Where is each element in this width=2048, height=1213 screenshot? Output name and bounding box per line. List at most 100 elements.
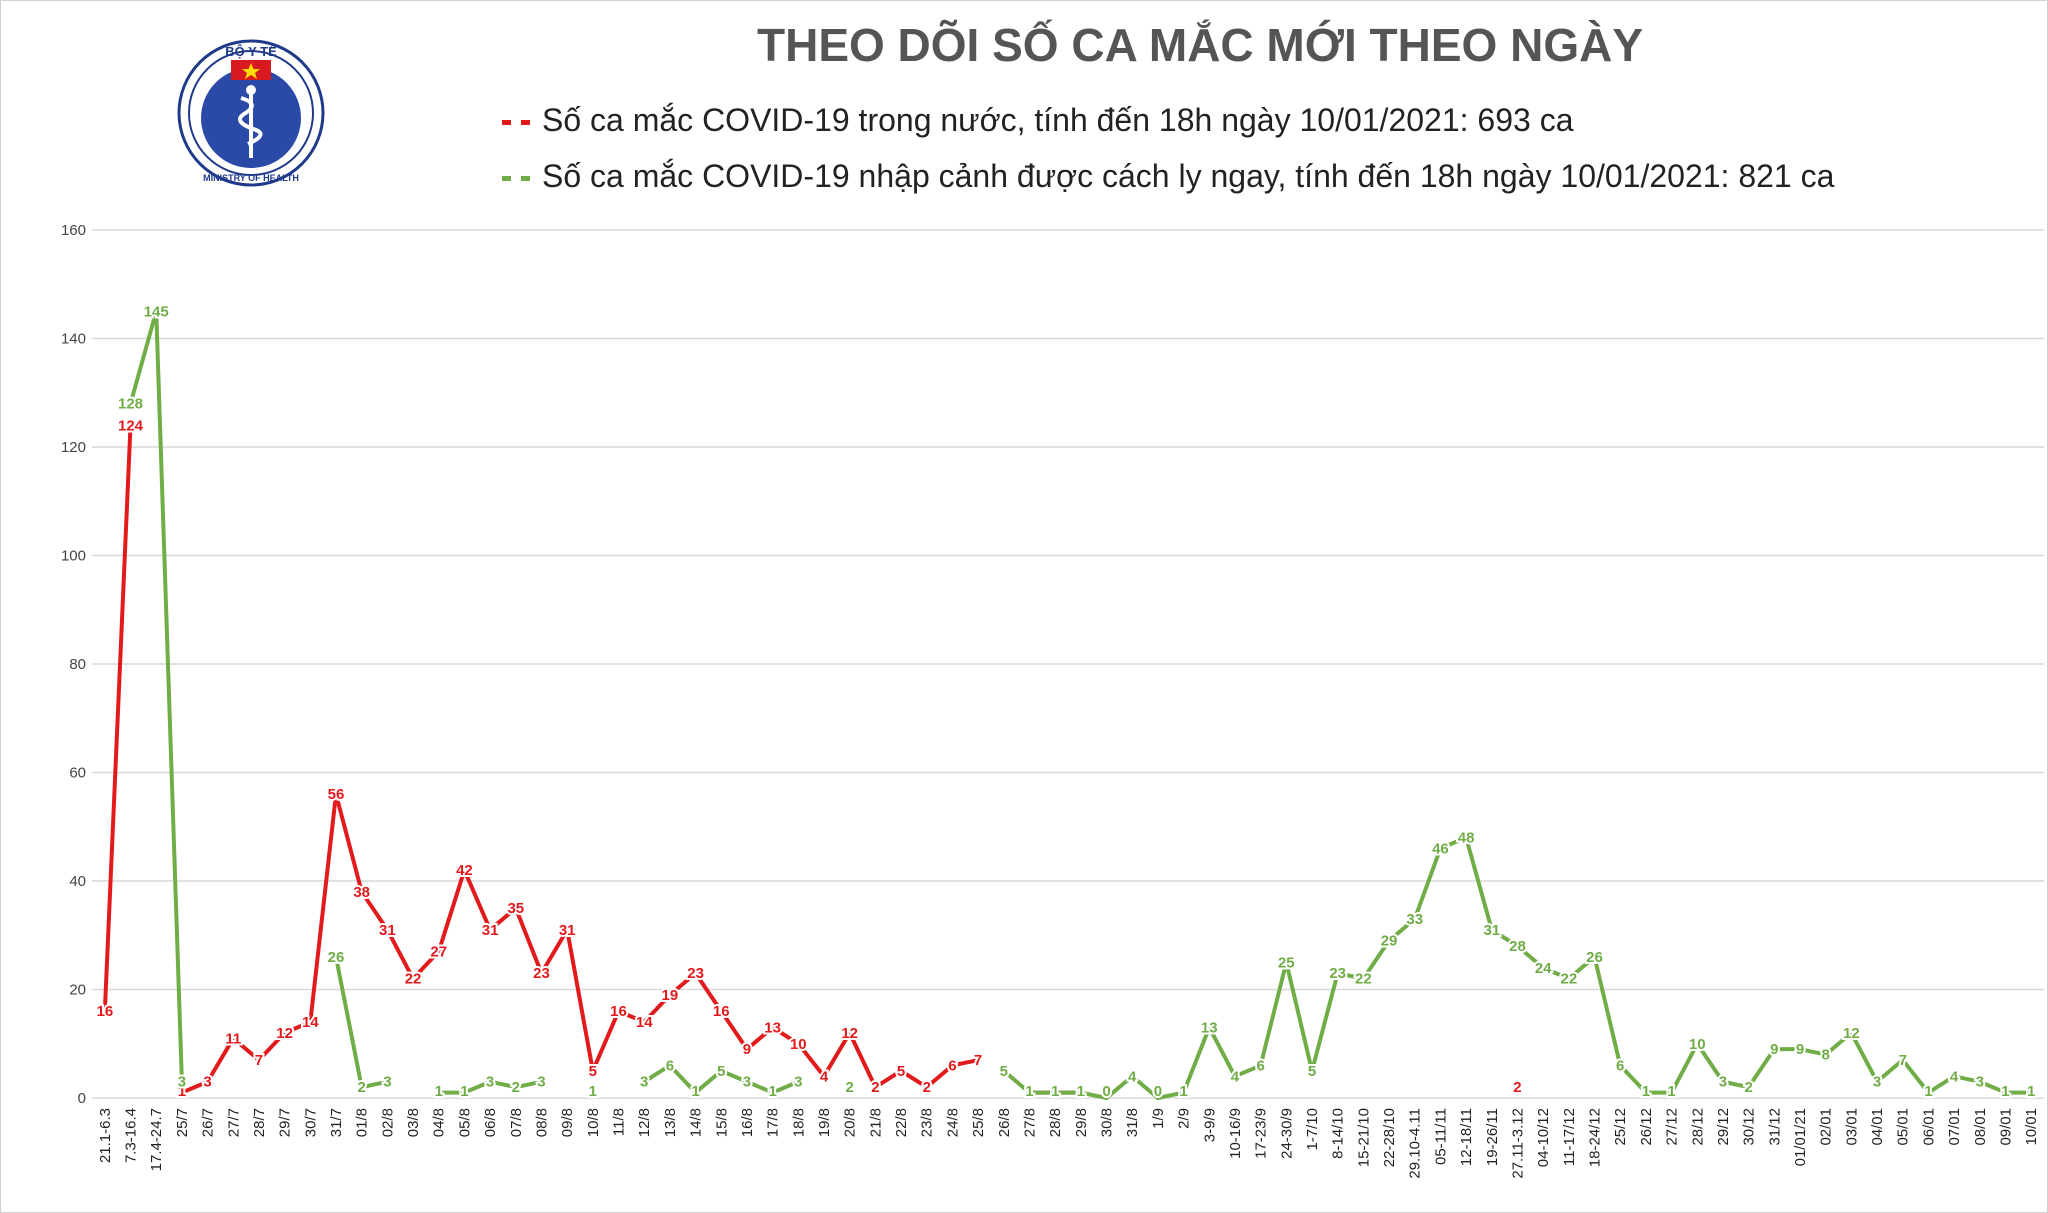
data-label-imported: 1 bbox=[2001, 1083, 2009, 1100]
data-label-imported: 1 bbox=[1051, 1083, 1059, 1100]
series-domestic-segment bbox=[488, 906, 518, 932]
data-label-imported: 25 bbox=[1278, 954, 1295, 971]
data-label-domestic: 2 bbox=[1513, 1079, 1521, 1096]
data-label-domestic: 5 bbox=[897, 1063, 905, 1080]
x-tick-label: 18/8 bbox=[790, 1108, 807, 1137]
x-tick-label: 27/7 bbox=[225, 1108, 242, 1137]
legend-imported: Số ca mắc COVID-19 nhập cảnh được cách l… bbox=[502, 158, 1834, 195]
series-imported-segment bbox=[462, 1079, 493, 1095]
data-label-domestic: 4 bbox=[820, 1068, 829, 1085]
x-tick-label: 22-28/10 bbox=[1381, 1108, 1398, 1167]
x-tick-label: 26/7 bbox=[200, 1108, 217, 1137]
data-label-imported: 4 bbox=[1950, 1068, 1959, 1085]
x-tick-label: 27/8 bbox=[1021, 1108, 1038, 1137]
data-label-imported: 2 bbox=[512, 1079, 520, 1096]
series-imported-segment bbox=[1977, 1079, 2008, 1095]
data-label-imported: 3 bbox=[486, 1074, 494, 1091]
series-imported-segment bbox=[1798, 1047, 1828, 1057]
data-label-domestic: 11 bbox=[225, 1030, 241, 1047]
series-imported-segment bbox=[1592, 954, 1623, 1068]
x-tick-label: 10-16/9 bbox=[1227, 1108, 1244, 1159]
series-domestic-segment bbox=[693, 971, 724, 1014]
data-label-domestic: 124 bbox=[118, 417, 144, 434]
data-label-imported: 5 bbox=[1308, 1063, 1316, 1080]
series-imported-segment bbox=[1489, 927, 1520, 949]
x-tick-label: 2/9 bbox=[1176, 1108, 1193, 1129]
data-label-domestic: 9 bbox=[743, 1041, 751, 1058]
data-label-domestic: 3 bbox=[203, 1074, 211, 1091]
data-label-domestic: 31 bbox=[482, 922, 499, 939]
data-label-domestic: 23 bbox=[687, 965, 704, 982]
series-imported-segment bbox=[1720, 1079, 1751, 1090]
x-tick-label: 29/8 bbox=[1073, 1108, 1090, 1137]
series-imported-segment bbox=[1952, 1074, 1982, 1084]
series-imported-segment bbox=[1695, 1041, 1725, 1084]
data-label-imported: 1 bbox=[460, 1083, 468, 1100]
data-label-imported: 5 bbox=[1000, 1063, 1008, 1080]
series-imported-segment bbox=[359, 1079, 390, 1090]
data-label-imported: 9 bbox=[1770, 1041, 1778, 1058]
data-label-imported: 13 bbox=[1201, 1019, 1218, 1036]
series-domestic-segment bbox=[950, 1058, 981, 1068]
x-tick-label: 8-14/10 bbox=[1330, 1108, 1347, 1159]
data-label-domestic: 1 bbox=[1077, 1083, 1085, 1100]
data-label-domestic: 1 bbox=[178, 1083, 186, 1100]
y-tick-label: 40 bbox=[69, 873, 86, 890]
x-tick-label: 04/8 bbox=[431, 1108, 448, 1137]
data-label-imported: 33 bbox=[1406, 911, 1423, 928]
x-tick-label: 30/7 bbox=[302, 1108, 319, 1137]
series-imported-segment bbox=[1387, 916, 1417, 943]
x-tick-label: 05/01 bbox=[1895, 1108, 1912, 1146]
series-domestic-segment bbox=[282, 1020, 313, 1035]
x-tick-label: 05-11/11 bbox=[1432, 1108, 1449, 1165]
x-tick-label: 18-24/12 bbox=[1587, 1108, 1604, 1167]
data-label-imported: 12 bbox=[1843, 1025, 1860, 1042]
series-domestic-segment bbox=[205, 1036, 236, 1084]
data-label-imported: 26 bbox=[1586, 949, 1603, 966]
x-tick-label: 19/8 bbox=[816, 1108, 833, 1137]
series-domestic-segment bbox=[873, 1068, 904, 1090]
x-tick-label: 3-9/9 bbox=[1201, 1108, 1218, 1142]
data-label-domestic: 35 bbox=[507, 900, 524, 917]
data-label-imported: 6 bbox=[1256, 1057, 1264, 1074]
data-label-domestic: 42 bbox=[456, 862, 473, 879]
x-tick-label: 09/8 bbox=[559, 1108, 576, 1137]
series-domestic-segment bbox=[847, 1030, 878, 1090]
x-tick-label: 29/7 bbox=[277, 1108, 294, 1137]
x-tick-label: 25/7 bbox=[174, 1108, 191, 1137]
data-label-imported: 0 bbox=[1102, 1083, 1110, 1100]
x-tick-label: 07/8 bbox=[508, 1108, 525, 1137]
x-tick-label: 7.3-16.4 bbox=[123, 1108, 140, 1163]
data-label-imported: 1 bbox=[1667, 1083, 1675, 1100]
data-label-imported: 22 bbox=[1560, 971, 1577, 988]
y-tick-label: 80 bbox=[69, 656, 86, 673]
data-label-imported: 4 bbox=[1231, 1068, 1240, 1085]
data-label-domestic: 16 bbox=[713, 1003, 730, 1020]
x-tick-label: 27/12 bbox=[1664, 1108, 1681, 1146]
x-tick-label: 15/8 bbox=[713, 1108, 730, 1137]
legend-imported-marker bbox=[502, 158, 540, 195]
x-tick-label: 04/01 bbox=[1869, 1108, 1886, 1146]
x-tick-label: 03/01 bbox=[1843, 1108, 1860, 1146]
legend-domestic-marker bbox=[502, 102, 540, 139]
x-tick-label: 06/8 bbox=[482, 1108, 499, 1137]
series-imported-segment bbox=[513, 1079, 544, 1090]
data-label-imported: 23 bbox=[1329, 965, 1346, 982]
data-label-domestic: 12 bbox=[841, 1025, 858, 1042]
data-label-imported: 28 bbox=[1509, 938, 1526, 955]
data-label-imported: 3 bbox=[743, 1074, 751, 1091]
data-label-imported: 6 bbox=[666, 1057, 674, 1074]
series-domestic-segment bbox=[102, 423, 133, 1014]
x-tick-label: 29.10-4.11 bbox=[1407, 1108, 1424, 1179]
series-imported-segment bbox=[1849, 1030, 1880, 1084]
data-label-imported: 3 bbox=[794, 1074, 802, 1091]
x-tick-label: 26/8 bbox=[996, 1108, 1013, 1137]
data-label-imported: 1 bbox=[1025, 1083, 1033, 1100]
data-label-domestic: 23 bbox=[533, 965, 550, 982]
data-label-imported: 1 bbox=[1179, 1083, 1187, 1100]
x-tick-label: 17/8 bbox=[765, 1108, 782, 1137]
series-imported-segment bbox=[1515, 944, 1546, 970]
series-domestic-segment bbox=[565, 927, 595, 1073]
series-imported-segment bbox=[1104, 1074, 1135, 1100]
